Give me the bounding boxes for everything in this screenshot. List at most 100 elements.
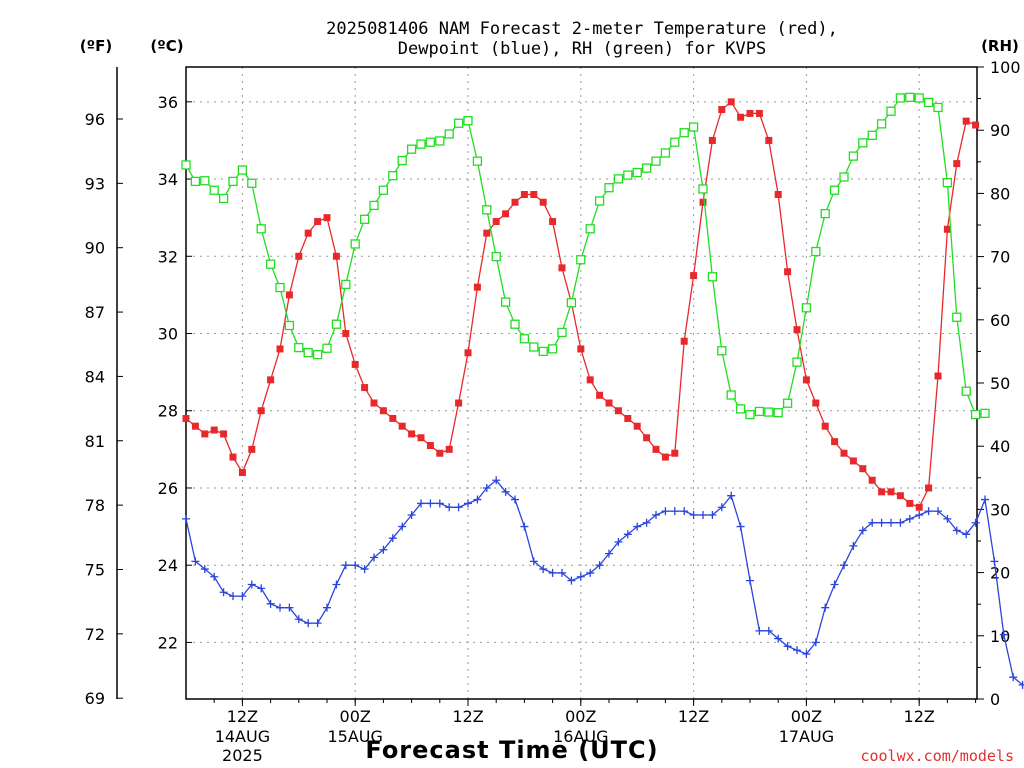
rh-point bbox=[594, 196, 605, 206]
dewpoint-point bbox=[699, 511, 707, 520]
rh-point bbox=[425, 137, 436, 147]
dewpoint-point bbox=[210, 572, 219, 581]
rh-point bbox=[895, 93, 906, 103]
dewpoint-point bbox=[370, 553, 378, 562]
temperature-point bbox=[934, 372, 942, 380]
rh-point bbox=[717, 346, 727, 356]
temperature-point bbox=[379, 407, 387, 415]
temperature-point bbox=[502, 210, 510, 218]
temperature-point bbox=[793, 326, 801, 334]
dewpoint-point bbox=[990, 557, 999, 566]
temperature-point bbox=[812, 399, 820, 407]
dewpoint-point bbox=[529, 557, 538, 566]
rh-point bbox=[190, 176, 201, 187]
dewpoint-point bbox=[445, 503, 454, 512]
temperature-series bbox=[182, 98, 980, 511]
rh-point bbox=[444, 129, 454, 139]
dewpoint-point bbox=[943, 514, 952, 523]
dewpoint-point bbox=[661, 507, 670, 516]
rh-point bbox=[491, 251, 501, 262]
dewpoint-point bbox=[567, 576, 576, 585]
dewpoint-point bbox=[426, 499, 435, 508]
temperature-point bbox=[539, 198, 547, 206]
rh-point bbox=[876, 119, 887, 129]
temperature-point bbox=[511, 198, 519, 206]
temperature-point bbox=[436, 449, 444, 457]
chart-title-line-2: Dewpoint (blue), RH (green) for KVPS bbox=[398, 39, 766, 59]
temperature-point bbox=[831, 438, 839, 446]
rh-point bbox=[933, 102, 943, 113]
dewpoint-point bbox=[924, 507, 933, 516]
temperature-point bbox=[727, 98, 735, 106]
dewpoint-point bbox=[623, 530, 632, 539]
rh-point bbox=[453, 118, 464, 128]
plot-frame bbox=[185, 66, 978, 700]
rh-point bbox=[923, 97, 934, 108]
temperature-point bbox=[708, 136, 716, 144]
rh-point bbox=[265, 259, 276, 269]
rh-point bbox=[547, 344, 558, 354]
rh-tick-label: 20 bbox=[990, 564, 1010, 583]
dewpoint-point bbox=[830, 580, 839, 589]
rh-point bbox=[848, 151, 859, 161]
temperature-point bbox=[530, 191, 538, 199]
temperature-point bbox=[210, 426, 218, 434]
temperature-point bbox=[784, 268, 792, 276]
temperature-point bbox=[238, 469, 246, 477]
rh-point bbox=[858, 138, 868, 148]
rh-point bbox=[576, 255, 586, 265]
temperature-point bbox=[624, 414, 632, 422]
rh-tick-label: 50 bbox=[990, 374, 1010, 393]
temperature-point bbox=[285, 291, 293, 299]
rh-tick-label: 70 bbox=[990, 248, 1010, 267]
temperature-point bbox=[445, 445, 453, 453]
rh-point bbox=[914, 93, 924, 103]
rh-point bbox=[256, 224, 266, 234]
rh-point bbox=[613, 174, 624, 184]
x-tick-year: 2025 bbox=[222, 746, 263, 765]
rh-point bbox=[867, 130, 877, 140]
temperature-point bbox=[257, 407, 265, 415]
celsius-tick-label: 36 bbox=[158, 93, 178, 112]
rh-point bbox=[811, 246, 821, 257]
dewpoint-point bbox=[182, 514, 190, 523]
dewpoint-point bbox=[934, 507, 942, 516]
rh-point bbox=[970, 409, 981, 420]
rh-point bbox=[322, 343, 332, 353]
rh-point bbox=[275, 282, 285, 293]
chart-title-line-1: 2025081406 NAM Forecast 2-meter Temperat… bbox=[326, 19, 838, 39]
rh-point bbox=[754, 406, 765, 417]
rh-point bbox=[792, 357, 802, 367]
dewpoint-point bbox=[388, 534, 397, 543]
dewpoint-point bbox=[764, 626, 773, 635]
dewpoint-point bbox=[229, 592, 237, 601]
temperature-point bbox=[840, 449, 848, 457]
dewpoint-point bbox=[200, 565, 209, 574]
rh-point bbox=[566, 298, 577, 308]
fahrenheit-tick-label: 78 bbox=[85, 496, 105, 515]
rh-point bbox=[688, 122, 699, 132]
temperature-point bbox=[229, 453, 237, 461]
rh-point bbox=[660, 148, 671, 158]
rh-point bbox=[820, 208, 830, 219]
dewpoint-point bbox=[774, 634, 783, 643]
temperature-point bbox=[558, 264, 566, 272]
temperature-point bbox=[267, 376, 275, 384]
temperature-point bbox=[643, 434, 651, 442]
dewpoint-point bbox=[558, 568, 566, 577]
rh-point bbox=[500, 297, 511, 307]
temperature-point bbox=[849, 457, 857, 465]
temperature-point bbox=[295, 252, 303, 260]
fahrenheit-tick-label: 75 bbox=[85, 560, 105, 579]
dewpoint-point bbox=[464, 499, 472, 508]
rh-point bbox=[312, 349, 323, 360]
dewpoint-point bbox=[755, 626, 764, 635]
x-tick-date: 16AUG bbox=[553, 727, 608, 746]
temperature-point bbox=[737, 113, 745, 121]
rh-tick-label: 90 bbox=[990, 121, 1010, 140]
rh-point bbox=[707, 272, 718, 282]
dewpoint-point bbox=[595, 561, 604, 570]
x-tick-label: 12Z bbox=[678, 707, 709, 726]
temperature-point bbox=[896, 492, 904, 500]
